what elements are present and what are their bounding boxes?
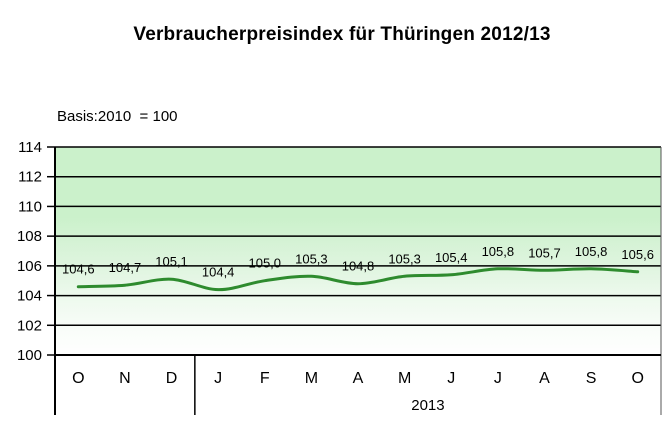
x-tick-label: O [72, 370, 84, 387]
x-tick-label: S [586, 370, 597, 387]
x-tick-label: M [305, 370, 318, 387]
plot-area [55, 147, 661, 355]
x-tick-label: F [260, 370, 270, 387]
x-tick-label: O [631, 370, 643, 387]
y-tick-label: 102 [17, 317, 42, 334]
x-tick-label: J [447, 370, 455, 387]
x-tick-label: J [494, 370, 502, 387]
point-label: 105,8 [575, 244, 608, 259]
point-label: 104,6 [62, 262, 95, 277]
x-tick-label: D [166, 370, 178, 387]
point-label: 105,6 [621, 247, 654, 262]
y-tick-label: 104 [17, 288, 42, 305]
point-label: 104,4 [202, 265, 235, 280]
series-line [76, 267, 640, 292]
chart-title: Verbraucherpreisindex für Thüringen 2012… [133, 24, 551, 45]
x-tick-label: J [214, 370, 222, 387]
x-tick-label: M [398, 370, 411, 387]
y-tick-label: 100 [17, 347, 42, 364]
chart-subtitle: Basis:2010 = 100 [57, 108, 178, 125]
y-tick-label: 114 [18, 139, 42, 156]
x-tick-label: A [353, 370, 364, 387]
point-label: 105,3 [388, 251, 421, 266]
point-label: 105,8 [482, 244, 515, 259]
y-tick-label: 112 [18, 169, 42, 186]
point-label: 105,3 [295, 251, 328, 266]
x-tick-label: N [119, 370, 131, 387]
point-label: 105,7 [528, 245, 561, 260]
x-group-label: 2013 [411, 397, 444, 414]
y-tick-label: 106 [17, 258, 42, 275]
point-label: 104,7 [109, 260, 142, 275]
point-label: 105,1 [155, 254, 188, 269]
point-label: 105,4 [435, 250, 468, 265]
y-tick-label: 110 [18, 198, 42, 215]
y-tick-label: 108 [17, 228, 42, 245]
point-label: 105,0 [248, 256, 281, 271]
x-tick-label: A [539, 370, 550, 387]
point-label: 104,8 [342, 259, 375, 274]
